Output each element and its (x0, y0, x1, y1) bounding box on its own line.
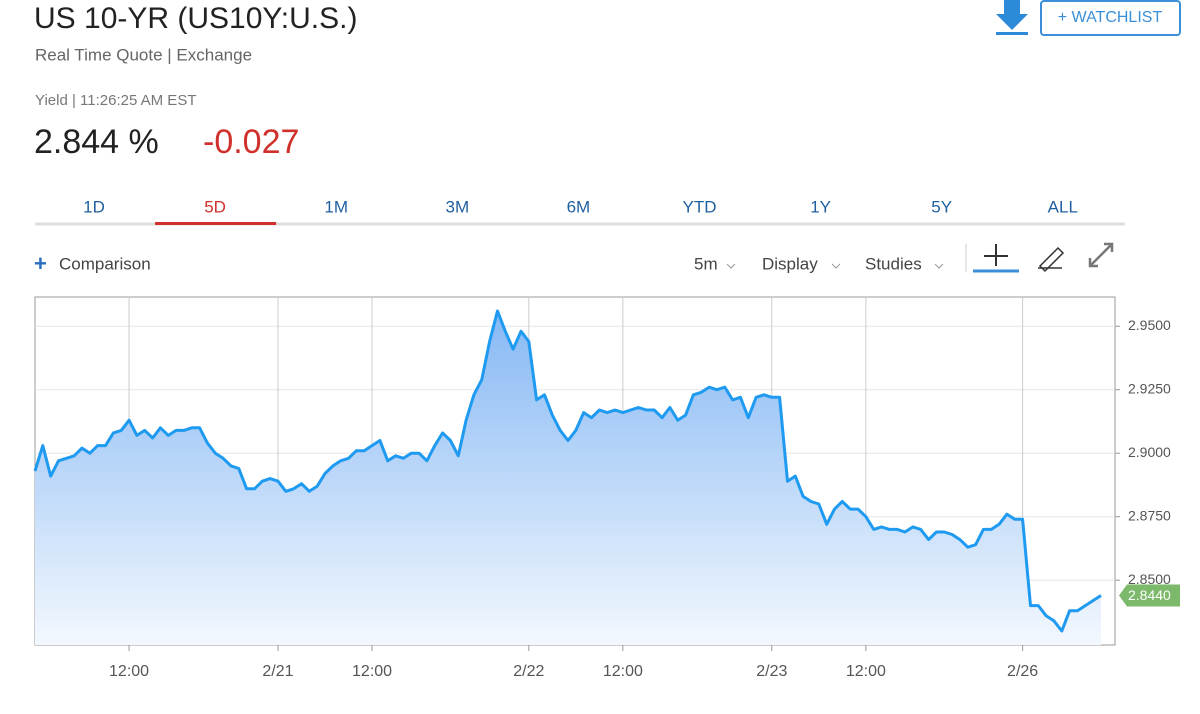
yield-info: Yield | 11:26:25 AM EST (35, 92, 196, 109)
interval[interactable]: 5m (694, 254, 718, 273)
x-tick-label: 2/23 (756, 663, 787, 680)
tab[interactable]: 6M (567, 197, 591, 216)
x-tick-label: 2/21 (262, 663, 293, 680)
plot: 2.8500 2.8750 2.9000 2.9250 2.9500 12:00 2/21 1… (33, 297, 1180, 680)
x-tick-label: 12:00 (846, 663, 886, 680)
last-value-tag (1119, 584, 1180, 607)
plus-icon: + (34, 251, 47, 276)
y-tick-label: 2.9000 (1128, 444, 1171, 460)
crosshair-icon[interactable] (984, 244, 1008, 266)
y-tick-label: 2.8750 (1128, 507, 1171, 523)
x-tick-label: 2/22 (513, 663, 544, 680)
y-tick-label: 2.8500 (1128, 571, 1171, 587)
x-tick-label: 12:00 (352, 663, 392, 680)
button-label: + WATCHLIST (1058, 9, 1163, 26)
tab[interactable]: ALL (1048, 197, 1078, 216)
tab[interactable]: 5Y (931, 197, 952, 216)
dropdown-carets (726, 263, 944, 269)
tab[interactable]: 1M (324, 197, 348, 216)
watchlist-button[interactable]: + WATCHLIST (1040, 0, 1181, 36)
button-border (1040, 0, 1181, 36)
area (35, 311, 1101, 645)
comparison[interactable]: Comparison (59, 254, 151, 273)
tab[interactable]: 3M (445, 197, 469, 216)
x-tick-label: 12:00 (603, 663, 643, 680)
tab-active-underline (155, 222, 277, 225)
x-tick-label: 2/26 (1007, 663, 1038, 680)
fullscreen-icon[interactable] (1088, 242, 1114, 268)
tab[interactable]: 5D (204, 197, 226, 216)
line (33, 309, 1102, 633)
display[interactable]: Display (762, 254, 818, 273)
download-stem (1004, 0, 1020, 16)
download-icon[interactable] (996, 0, 1028, 35)
last-value-label: 2.8440 (1128, 587, 1171, 603)
tab[interactable]: 1D (83, 197, 105, 216)
tab[interactable]: 1Y (810, 197, 831, 216)
studies[interactable]: Studies (865, 254, 922, 273)
tab[interactable]: YTD (683, 197, 717, 216)
tabs: 1D 5D 1M 3M 6M YTD 1Y 5Y ALL (83, 197, 1078, 225)
y-tick-label: 2.9250 (1128, 380, 1171, 396)
subtitle: Real Time Quote | Exchange (35, 45, 252, 64)
x-tick-label: 12:00 (109, 663, 149, 680)
price: 2.844 % (34, 123, 159, 161)
draw-icon[interactable] (1038, 246, 1065, 273)
change: -0.027 (203, 123, 299, 161)
download-base (996, 32, 1028, 35)
download-head (996, 14, 1028, 30)
y-tick-label: 2.9500 (1128, 317, 1171, 333)
title: US 10-YR (US10Y:U.S.) (34, 2, 357, 35)
